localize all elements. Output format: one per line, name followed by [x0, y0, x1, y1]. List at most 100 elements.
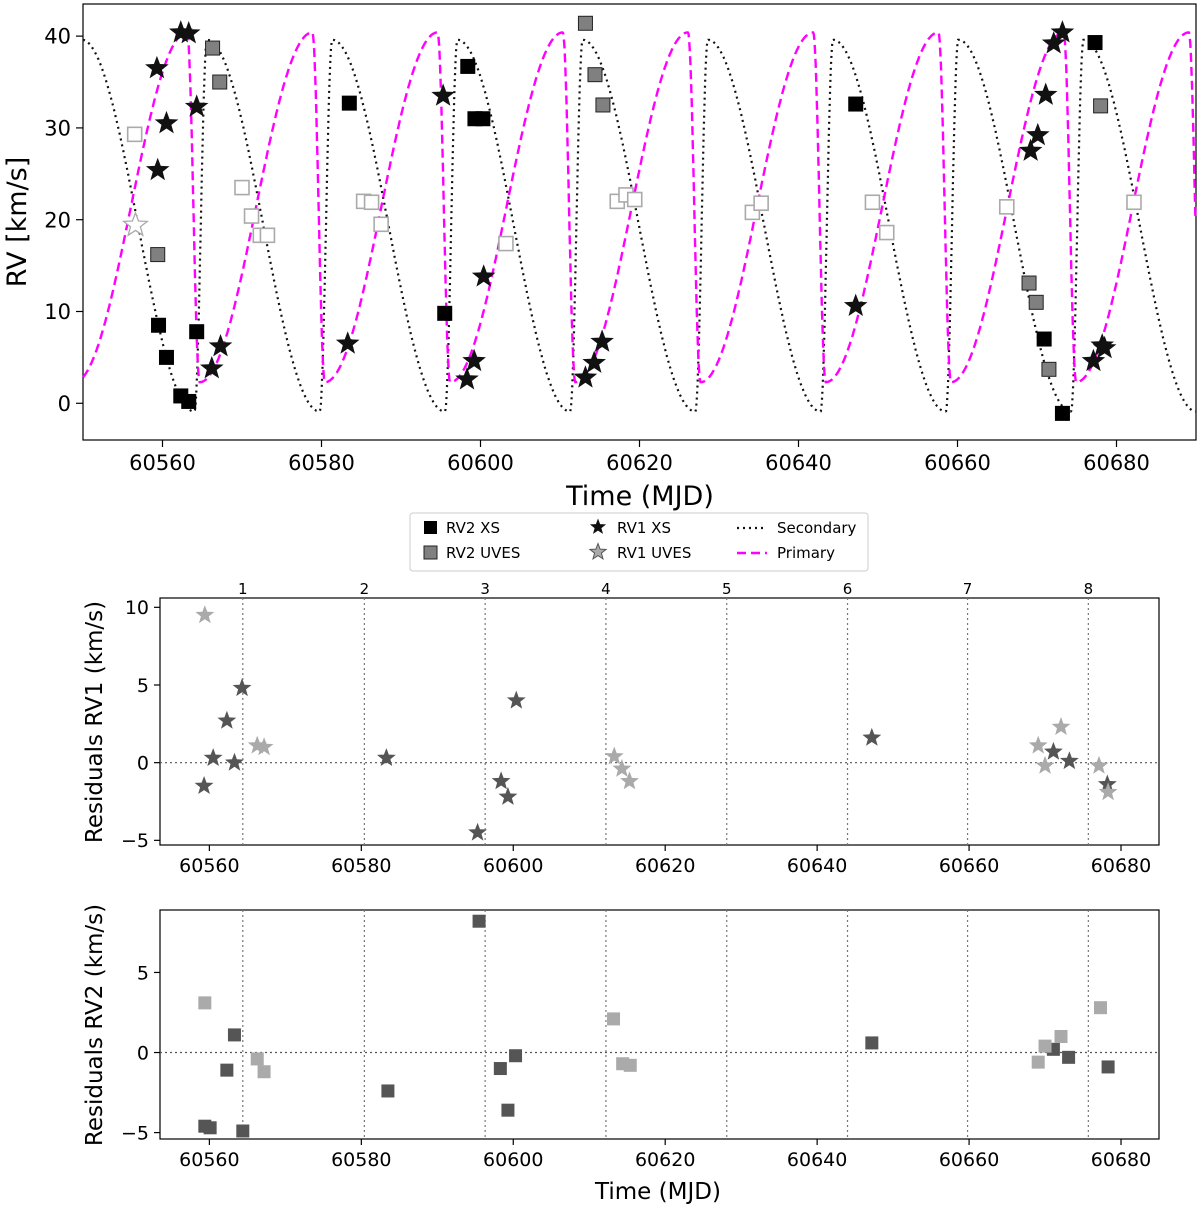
- res2-x-tick-label: 60580: [331, 1149, 391, 1171]
- res2-x-tick-label: 60660: [939, 1149, 999, 1171]
- residuals-rv2-x-axis-label: Time (MJD): [594, 1179, 721, 1205]
- res1-point: [194, 776, 214, 794]
- res1-cycle-label: 5: [722, 580, 732, 598]
- res1-cycle-label: 4: [601, 580, 611, 598]
- res1-point: [1098, 782, 1118, 801]
- res1-point: [604, 746, 624, 765]
- rv1-xs-point: [1041, 31, 1066, 54]
- rv2-uves-point: [577, 15, 593, 31]
- rv2-uves-point: [212, 74, 228, 90]
- res2-point: [1038, 1039, 1052, 1053]
- res2-x-tick-label: 60560: [179, 1149, 239, 1171]
- residuals-rv1-points: [194, 605, 1118, 841]
- rv-y-tick-label: 40: [44, 25, 71, 49]
- res1-y-tick-label: 10: [125, 597, 149, 619]
- res1-point: [1059, 751, 1079, 770]
- res1-point: [232, 678, 252, 697]
- res2-point: [220, 1063, 234, 1077]
- legend-rv2-uves-marker: [423, 545, 438, 560]
- res1-point: [225, 752, 244, 771]
- res2-point: [203, 1121, 217, 1135]
- res1-cycle-label: 8: [1084, 580, 1094, 598]
- res2-point: [1101, 1060, 1115, 1074]
- res1-point: [506, 690, 526, 709]
- res1-point: [612, 759, 632, 777]
- res2-point: [865, 1036, 879, 1050]
- rv1-xs-point: [573, 365, 598, 388]
- rv-data-points: [121, 15, 1142, 421]
- rv2-xs-point: [341, 95, 357, 111]
- rv2-xs-point: [181, 393, 197, 409]
- rv2-xs-point: [1087, 35, 1103, 51]
- rv1-xs-point: [184, 94, 209, 117]
- rv-x-tick-label: 60660: [924, 451, 991, 475]
- legend-secondary-label: Secondary: [777, 519, 857, 537]
- rv2-uves-point: [1093, 98, 1109, 114]
- residuals-rv1-grid: 1 2 3 4 5 6 7 8: [160, 580, 1159, 845]
- rv2-uves-point: [1021, 275, 1037, 291]
- residuals-rv2-frame: [159, 909, 1160, 1140]
- res2-point: [381, 1084, 395, 1098]
- res2-point: [509, 1049, 523, 1063]
- res1-x-tick-label: 60580: [331, 855, 391, 877]
- rv-y-tick-label: 30: [44, 116, 71, 140]
- rv-axis-ticks: 60560 60580 60600 60620 60640 60660 60680 0 10 20…: [44, 25, 1150, 475]
- residuals-rv2-panel: 60560 60580 60600 60620 60640 60660 60680−505 …: [82, 904, 1160, 1205]
- primary-model-curve: [82, 31, 1197, 384]
- res1-cycle-label: 1: [238, 580, 248, 598]
- residuals-rv2-grid: [160, 910, 1159, 1139]
- res1-point: [377, 748, 396, 766]
- rv1-xs-point: [154, 110, 179, 134]
- rv1-xs-point: [1081, 348, 1106, 372]
- legend-rv2-uves-label: RV2 UVES: [446, 544, 520, 562]
- rv1-xs-point: [1050, 20, 1075, 43]
- rv2-xs-point: [1036, 331, 1052, 347]
- rv1-xs-point: [1026, 122, 1050, 146]
- res1-point: [1028, 735, 1048, 754]
- res2-y-tick-label: 0: [137, 1042, 149, 1064]
- rv1-xs-point: [176, 21, 201, 44]
- rv2-uves-faint-point: [864, 194, 881, 211]
- rv-x-tick-label: 60680: [1083, 451, 1150, 475]
- rv-x-axis-label: Time (MJD): [565, 481, 714, 512]
- res1-point: [217, 710, 237, 729]
- rv-x-tick-label: 60600: [447, 451, 514, 475]
- legend-rv1-xs-label: RV1 XS: [617, 519, 671, 537]
- residuals-rv1-ticks: 60560 60580 60600 60620 60640 60660 60680 −5 0 5 1…: [121, 597, 1151, 877]
- rv1-xs-point: [335, 331, 360, 354]
- rv2-uves-point: [1028, 294, 1044, 310]
- res2-point: [501, 1103, 515, 1117]
- rv1-xs-point: [843, 293, 868, 316]
- rv2-uves-faint-point: [626, 191, 643, 208]
- rv-x-tick-label: 60640: [765, 451, 832, 475]
- res2-x-tick-label: 60640: [787, 1149, 847, 1171]
- res2-point: [236, 1124, 250, 1138]
- res1-point: [1051, 717, 1071, 735]
- res2-point: [493, 1062, 507, 1076]
- rv1-xs-point: [455, 367, 479, 390]
- rv1-xs-point: [145, 157, 170, 181]
- legend: RV2 XS RV2 UVES RV1 XS RV1 UVES Secondar…: [409, 512, 869, 572]
- rv2-xs-point: [158, 349, 174, 365]
- rv2-uves-faint-point: [753, 195, 769, 211]
- rv1-xs-point: [1092, 335, 1117, 359]
- rv-x-tick-label: 60560: [129, 451, 196, 475]
- rv2-uves-point: [205, 40, 221, 56]
- res1-y-tick-label: 5: [137, 675, 149, 697]
- res1-point: [620, 771, 639, 790]
- rv-y-tick-label: 10: [44, 300, 71, 324]
- residuals-rv2-y-axis-label: Residuals RV2 (km/s): [82, 904, 108, 1146]
- rv1-xs-point: [582, 350, 606, 373]
- res1-x-tick-label: 60640: [787, 855, 847, 877]
- res2-point: [198, 996, 212, 1010]
- res2-point: [472, 914, 486, 928]
- rv2-uves-faint-point: [998, 199, 1015, 215]
- rv2-uves-faint-point: [126, 126, 143, 143]
- res1-x-tick-label: 60680: [1091, 855, 1151, 877]
- legend-frame: [409, 512, 869, 572]
- rv2-xs-point: [1054, 405, 1070, 421]
- rv-y-tick-label: 20: [44, 208, 71, 232]
- res2-point: [1094, 1001, 1108, 1015]
- res1-x-tick-label: 60600: [483, 855, 543, 877]
